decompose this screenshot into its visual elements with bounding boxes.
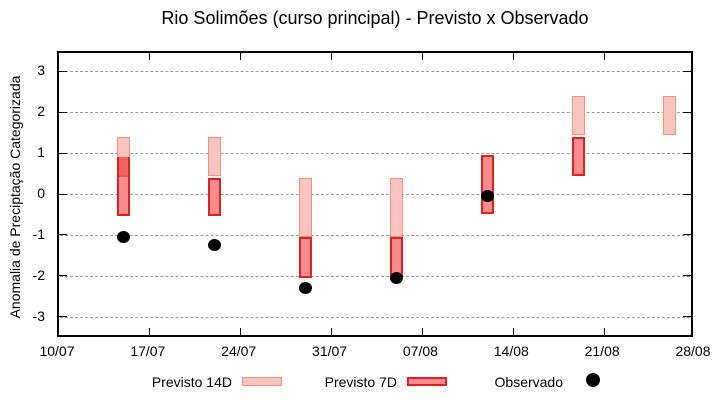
x-tick-top [603,53,605,60]
x-tick-bottom [149,328,151,335]
gridline [60,234,690,236]
y-tick-label: -2 [32,266,45,283]
y-tick-right [683,111,691,113]
y-tick-left [59,193,67,195]
y-tick-label: 0 [37,185,45,201]
previsto-14d-bar [299,177,313,237]
previsto-14d-bar [662,95,676,135]
observado-point [389,271,403,284]
y-tick-label: 1 [37,144,45,161]
x-tick-top [421,53,423,60]
chart-title: Rio Solimões (curso principal) - Previst… [161,8,589,28]
y-tick-label: 3 [37,62,45,79]
legend-label-previsto-7d: Previsto 7D [324,374,397,390]
previsto-overlap-segment [119,157,129,176]
x-tick-bottom [512,328,514,335]
previsto-7d-bar [299,236,313,278]
y-tick-left [59,275,67,277]
y-tick-right [683,193,691,195]
y-tick-label: 2 [37,103,45,120]
x-tick-label: 10/07 [39,343,75,359]
previsto-7d-bar [208,177,222,217]
gridline [60,194,690,195]
observado-point [208,239,222,252]
x-tick-label: 24/07 [221,343,257,359]
y-tick-right [683,234,691,236]
legend-swatch-previsto-7d-icon [407,377,447,386]
x-tick-label: 21/08 [584,343,620,359]
y-tick-right [683,70,691,72]
observado-point [480,190,494,202]
x-tick-label: 07/08 [402,343,438,359]
x-tick-label: 17/07 [130,343,166,359]
x-tick-bottom [603,328,605,335]
previsto-14d-bar [389,177,403,237]
x-tick-label: 28/08 [675,343,711,359]
y-tick-right [683,152,691,154]
legend-swatch-previsto-14d-icon [242,377,282,386]
gridline [60,71,690,73]
x-tick-label: 14/08 [493,343,529,359]
y-tick-label: -1 [32,225,45,242]
x-tick-label: 31/07 [312,343,348,359]
x-tick-top [149,53,151,60]
gridline [60,275,690,277]
y-tick-label: -3 [32,307,45,324]
y-tick-left [59,234,67,236]
x-tick-bottom [331,328,333,335]
y-tick-left [59,111,67,113]
x-tick-top [512,53,514,60]
plot-area [57,51,693,337]
previsto-7d-bar [480,155,494,215]
legend-swatch-observado-icon [586,373,600,387]
observado-point [117,230,131,243]
x-tick-top [331,53,333,60]
y-tick-right [683,316,691,318]
x-tick-bottom [421,328,423,335]
observado-point [299,281,313,294]
gridline [60,112,690,114]
x-tick-top [240,53,242,60]
previsto-7d-bar [571,136,585,176]
legend-label-previsto-14d: Previsto 14D [151,374,232,390]
y-tick-left [59,152,67,154]
y-tick-right [683,275,691,277]
y-tick-left [59,70,67,72]
y-tick-left [59,316,67,318]
previsto-14d-lower-edge [119,174,129,177]
previsto-14d-bar [208,136,222,176]
gridline [60,316,690,318]
legend-label-observado: Observado [494,374,563,390]
gridline [60,153,690,155]
x-tick-bottom [240,328,242,335]
previsto-14d-bar [571,95,585,135]
